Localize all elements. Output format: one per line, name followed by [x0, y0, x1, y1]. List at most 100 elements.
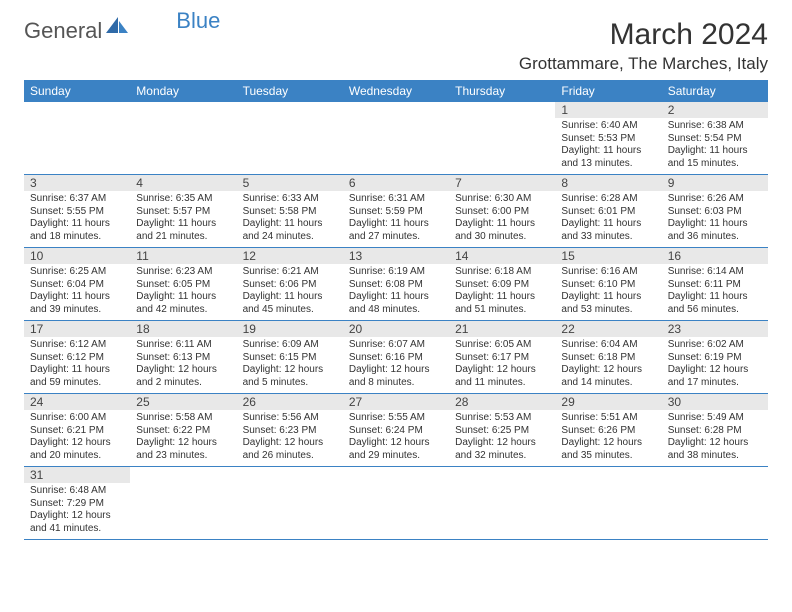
sunset-line: Sunset: 6:11 PM — [668, 279, 741, 290]
daylight-line: Daylight: 12 hours and 5 minutes. — [243, 364, 324, 388]
daylight-line: Daylight: 11 hours and 51 minutes. — [455, 291, 535, 315]
calendar-day-cell: 1Sunrise: 6:40 AMSunset: 5:53 PMDaylight… — [555, 102, 661, 175]
day-number: 15 — [555, 248, 661, 264]
sunset-line: Sunset: 6:21 PM — [30, 425, 104, 436]
sunset-line: Sunset: 6:00 PM — [455, 206, 529, 217]
daylight-line: Daylight: 12 hours and 11 minutes. — [455, 364, 536, 388]
month-title: March 2024 — [519, 18, 768, 52]
day-number: 9 — [662, 175, 768, 191]
day-number: 2 — [662, 102, 768, 118]
sunrise-line: Sunrise: 6:14 AM — [668, 266, 744, 277]
day-number: 31 — [24, 467, 130, 483]
sunrise-line: Sunrise: 6:21 AM — [243, 266, 319, 277]
sunset-line: Sunset: 5:58 PM — [243, 206, 317, 217]
sunset-line: Sunset: 5:55 PM — [30, 206, 104, 217]
day-number: 14 — [449, 248, 555, 264]
day-details: Sunrise: 6:02 AMSunset: 6:19 PMDaylight:… — [662, 337, 768, 393]
calendar-day-cell: 21 Sunrise: 6:05 AM Sunset: 6:17 PMDayligh… — [449, 321, 555, 394]
sunrise-line: Sunrise: 6:31 AM — [349, 193, 425, 204]
sunset-line: Sunset: 6:05 PM — [136, 279, 210, 290]
day-number: 12 — [237, 248, 343, 264]
day-number: 28 — [449, 394, 555, 410]
daylight-line: Daylight: 11 hours and 33 minutes. — [561, 218, 641, 242]
daylight-line: Daylight: 11 hours and 56 minutes. — [668, 291, 748, 315]
calendar-day-cell: 14Sunrise: 6:18 AMSunset: 6:09 PMDayligh… — [449, 248, 555, 321]
sunset-line: Sunset: 6:18 PM — [561, 352, 635, 363]
day-number: 10 — [24, 248, 130, 264]
sunrise-line: Sunrise: 5:51 AM — [561, 412, 637, 423]
day-number: 19 — [237, 321, 343, 337]
calendar-day-cell: 6Sunrise: 6:31 AMSunset: 5:59 PMDaylight… — [343, 175, 449, 248]
sunset-line: Sunset: 6:08 PM — [349, 279, 423, 290]
day-number: 7 — [449, 175, 555, 191]
daylight-line: Daylight: 11 hours and 39 minutes. — [30, 291, 110, 315]
calendar-day-cell: 20Sunrise: 6:07 AMSunset: 6:16 PMDayligh… — [343, 321, 449, 394]
sunrise-line: Sunrise: 5:49 AM — [668, 412, 744, 423]
sunrise-line: Sunrise: 6:23 AM — [136, 266, 212, 277]
sunset-line: Sunset: 6:04 PM — [30, 279, 104, 290]
sunset-line: Sunset: 6:06 PM — [243, 279, 317, 290]
day-number: 18 — [130, 321, 236, 337]
day-details: Sunrise: 6:18 AMSunset: 6:09 PMDaylight:… — [449, 264, 555, 320]
sunset-line: Sunset: 5:57 PM — [136, 206, 210, 217]
sunset-line: Sunset: 6:16 PM — [349, 352, 423, 363]
day-number: 24 — [24, 394, 130, 410]
calendar-day-cell: 4Sunrise: 6:35 AMSunset: 5:57 PMDaylight… — [130, 175, 236, 248]
calendar-day-cell: 24Sunrise: 6:00 AMSunset: 6:21 PMDayligh… — [24, 394, 130, 467]
calendar-day-cell: 29Sunrise: 5:51 AMSunset: 6:26 PMDayligh… — [555, 394, 661, 467]
day-details: Sunrise: 6:23 AMSunset: 6:05 PMDaylight:… — [130, 264, 236, 320]
calendar-day-cell: 11Sunrise: 6:23 AMSunset: 6:05 PMDayligh… — [130, 248, 236, 321]
day-number: 21 — [449, 321, 555, 337]
sunrise-line: Sunrise: 6:11 AM — [136, 339, 211, 350]
calendar-day-cell: 12 Sunrise: 6:21 AM Sunset: 6:06 PMDayligh… — [237, 248, 343, 321]
calendar-day-cell: 5Sunrise: 6:33 AMSunset: 5:58 PMDaylight… — [237, 175, 343, 248]
sunset-line: Sunset: 6:26 PM — [561, 425, 635, 436]
day-details: Sunrise: 6:07 AMSunset: 6:16 PMDaylight:… — [343, 337, 449, 393]
sunrise-line: Sunrise: 6:12 AM — [30, 339, 106, 350]
calendar-day-cell: 16 Sunrise: 6:14 AM Sunset: 6:11 PMDayligh… — [662, 248, 768, 321]
sunrise-line: Sunrise: 6:04 AM — [561, 339, 637, 350]
day-number: 17 — [24, 321, 130, 337]
daylight-line: Daylight: 11 hours and 53 minutes. — [561, 291, 641, 315]
day-number: 16 — [662, 248, 768, 264]
calendar-day-cell: 26Sunrise: 5:56 AMSunset: 6:23 PMDayligh… — [237, 394, 343, 467]
day-number: 4 — [130, 175, 236, 191]
day-details: Sunrise: 6:11 AMSunset: 6:13 PMDaylight:… — [130, 337, 236, 393]
daylight-line: Daylight: 11 hours and 45 minutes. — [243, 291, 323, 315]
day-details: Sunrise: 6:38 AMSunset: 5:54 PMDaylight:… — [662, 118, 768, 174]
calendar-week-row: 1Sunrise: 6:40 AMSunset: 5:53 PMDaylight… — [24, 102, 768, 175]
sunrise-line: Sunrise: 6:26 AM — [668, 193, 744, 204]
daylight-line: Daylight: 11 hours and 59 minutes. — [30, 364, 110, 388]
calendar-empty-cell — [343, 467, 449, 540]
daylight-line: Daylight: 11 hours and 48 minutes. — [349, 291, 429, 315]
calendar-empty-cell — [237, 102, 343, 175]
day-number: 22 — [555, 321, 661, 337]
day-number: 25 — [130, 394, 236, 410]
day-number: 13 — [343, 248, 449, 264]
calendar-day-cell: 25Sunrise: 5:58 AMSunset: 6:22 PMDayligh… — [130, 394, 236, 467]
day-details: Sunrise: 6:19 AMSunset: 6:08 PMDaylight:… — [343, 264, 449, 320]
sunrise-line: Sunrise: 6:00 AM — [30, 412, 106, 423]
sunset-line: Sunset: 6:03 PM — [668, 206, 742, 217]
day-number: 3 — [24, 175, 130, 191]
sunset-line: Sunset: 6:17 PM — [455, 352, 529, 363]
calendar-day-cell: 10Sunrise: 6:25 AMSunset: 6:04 PMDayligh… — [24, 248, 130, 321]
day-details: Sunrise: 5:49 AMSunset: 6:28 PMDaylight:… — [662, 410, 768, 466]
day-details: Sunrise: 6:37 AMSunset: 5:55 PMDaylight:… — [24, 191, 130, 247]
calendar-day-cell: 27Sunrise: 5:55 AMSunset: 6:24 PMDayligh… — [343, 394, 449, 467]
daylight-line: Daylight: 11 hours and 15 minutes. — [668, 145, 748, 169]
calendar-day-cell: 17Sunrise: 6:12 AMSunset: 6:12 PMDayligh… — [24, 321, 130, 394]
calendar-day-cell: 3Sunrise: 6:37 AMSunset: 5:55 PMDaylight… — [24, 175, 130, 248]
calendar-empty-cell — [662, 467, 768, 540]
sunrise-line: Sunrise: 6:05 AM — [455, 339, 531, 350]
logo: General Blue — [24, 18, 220, 44]
logo-sail-icon — [104, 15, 130, 35]
calendar-week-row: 24 Sunrise: 6:00 AM Sunset: 6:21 PM Dayligh… — [24, 394, 768, 467]
calendar-day-cell: 13Sunrise: 6:19 AMSunset: 6:08 PMDayligh… — [343, 248, 449, 321]
day-number: 20 — [343, 321, 449, 337]
calendar-day-cell: 31Sunrise: 6:48 AMSunset: 7:29 PMDayligh… — [24, 467, 130, 540]
calendar-day-cell: 22Sunrise: 6:04 AMSunset: 6:18 PMDayligh… — [555, 321, 661, 394]
daylight-line: Daylight: 12 hours and 29 minutes. — [349, 437, 430, 461]
sunrise-line: Sunrise: 6:35 AM — [136, 193, 212, 204]
calendar-week-row: 3Sunrise: 6:37 AMSunset: 5:55 PMDaylight… — [24, 175, 768, 248]
